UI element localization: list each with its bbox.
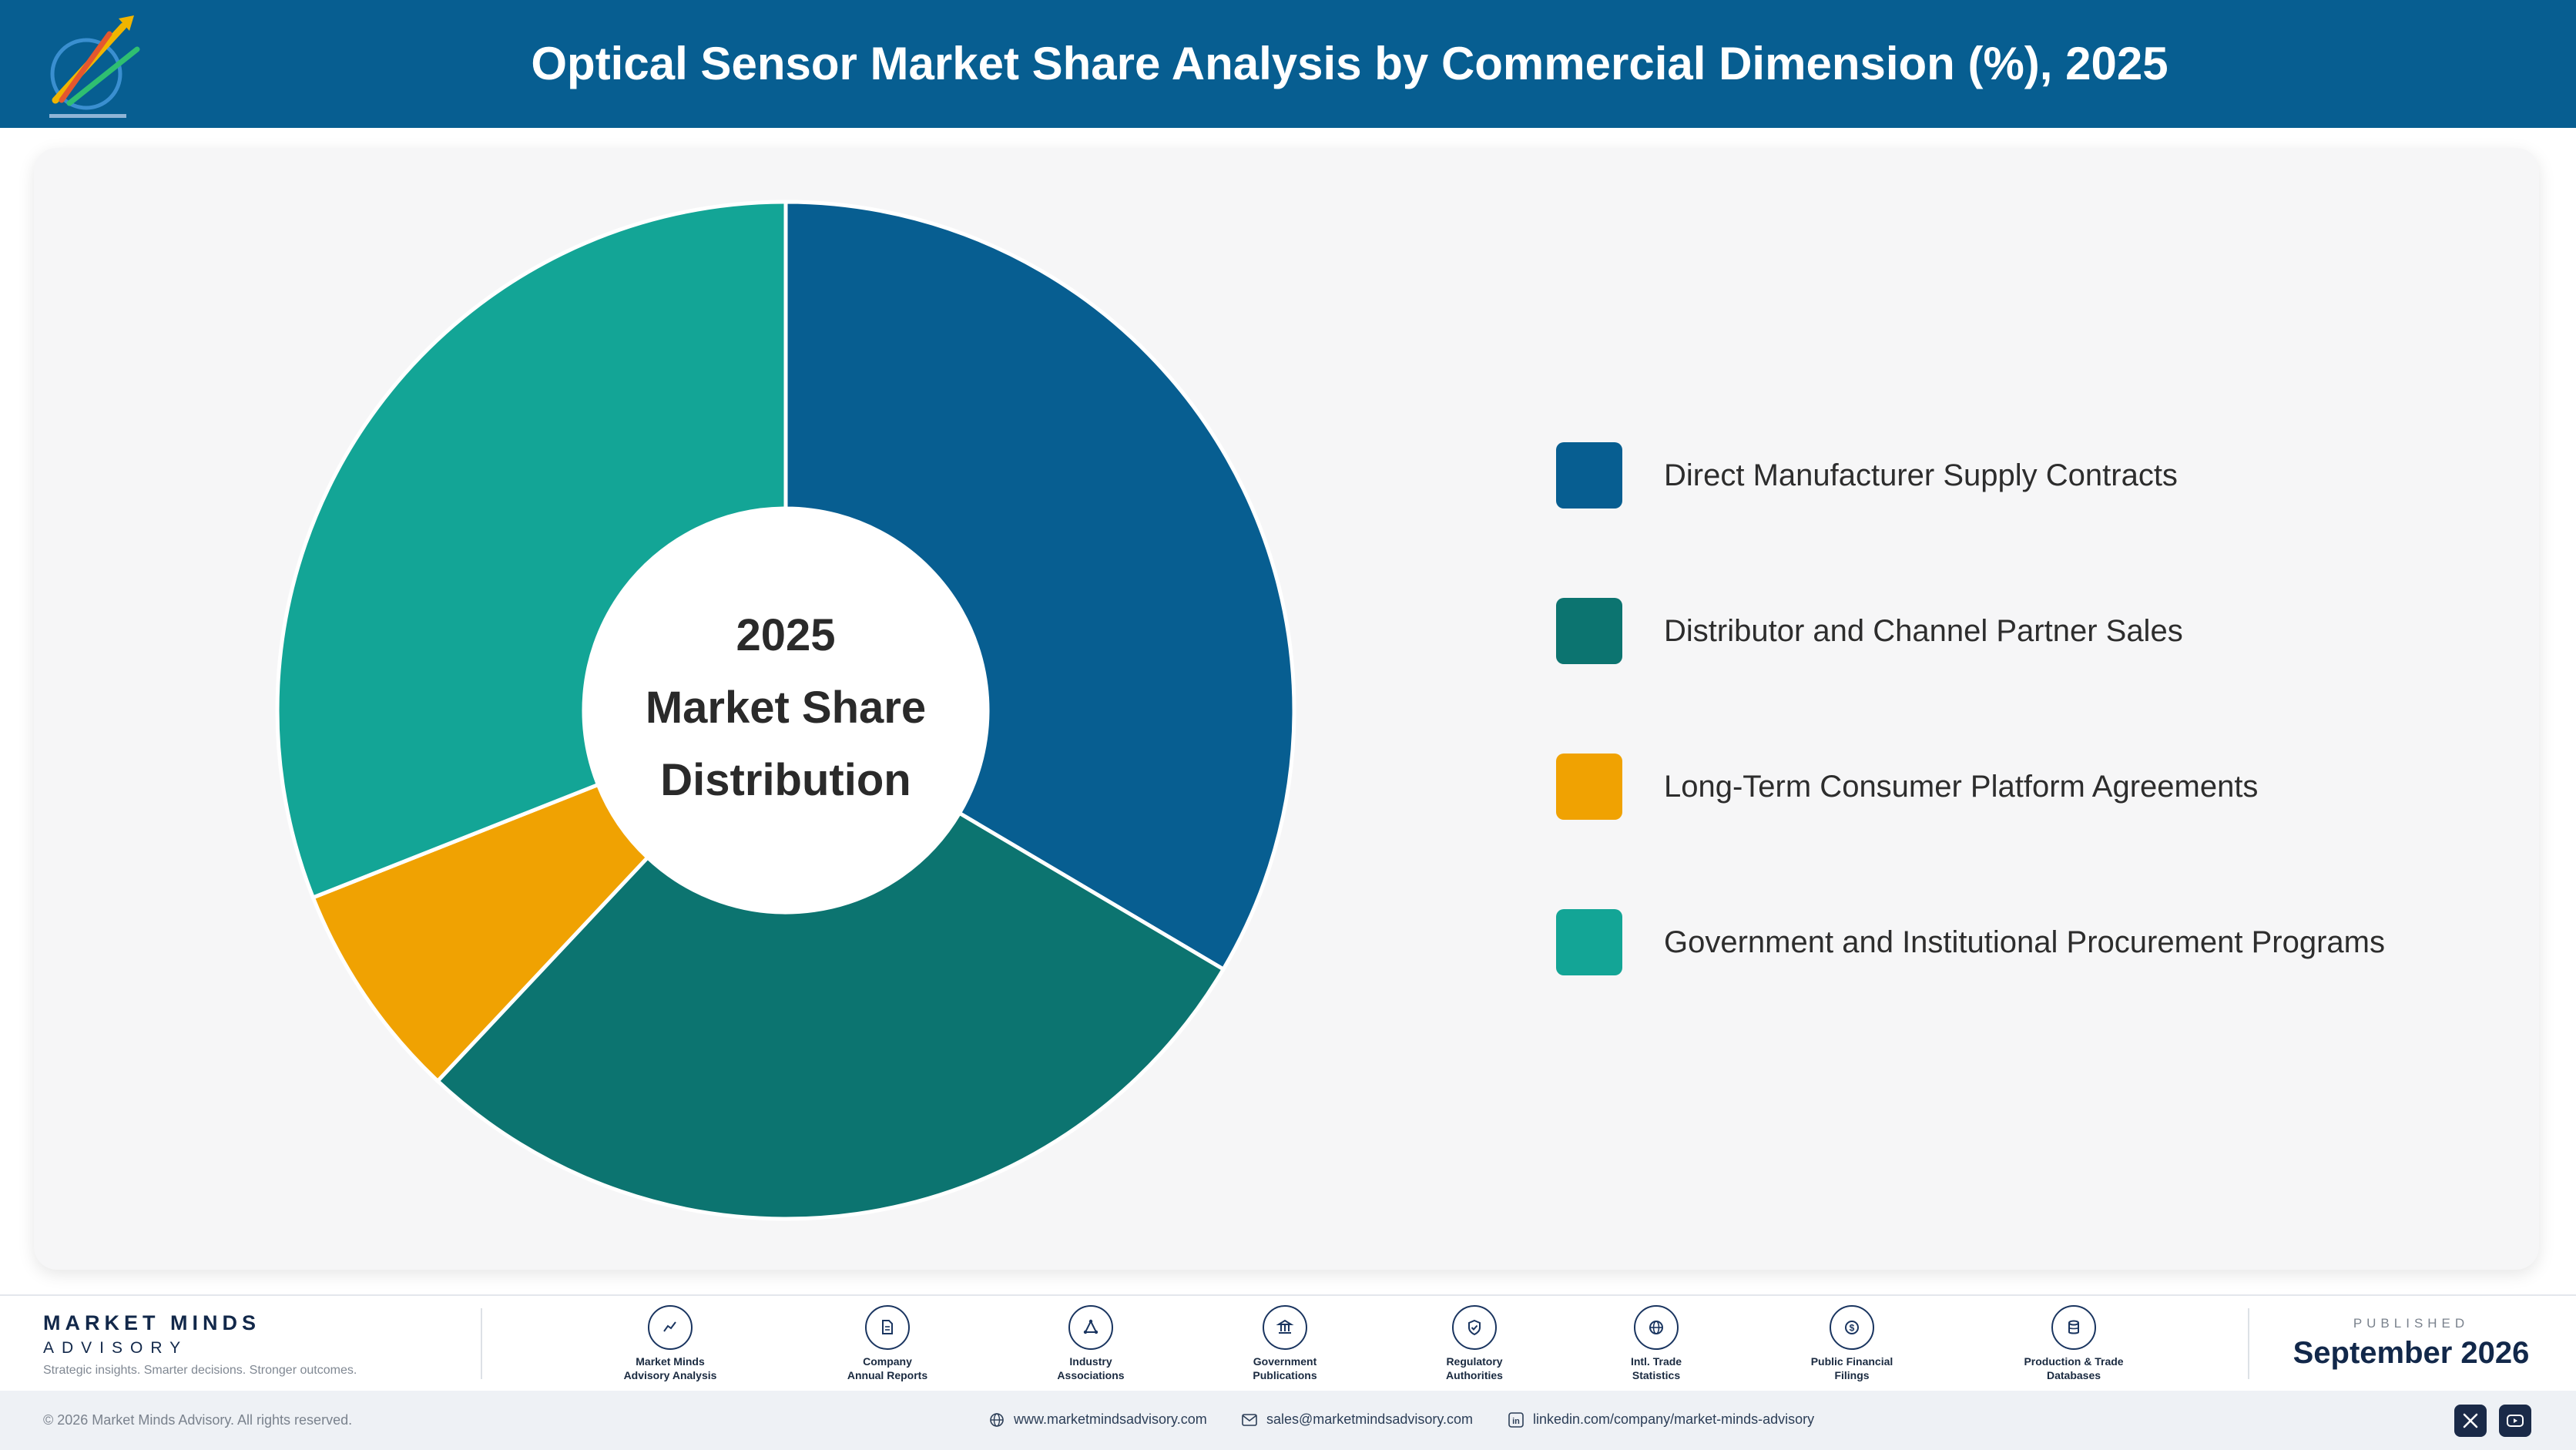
source-label: Production & Trade Databases — [2024, 1355, 2124, 1381]
brand-subtitle: ADVISORY — [43, 1339, 189, 1357]
source-label: Government Publications — [1253, 1355, 1317, 1381]
chart-legend: Direct Manufacturer Supply Contracts Dist… — [1556, 442, 2385, 1065]
copyright: © 2026 Market Minds Advisory. All rights… — [43, 1412, 353, 1428]
legend-label: Long-Term Consumer Platform Agreements — [1664, 769, 2259, 804]
center-label: Market Share — [646, 683, 926, 733]
source-label: Company Annual Reports — [847, 1355, 928, 1381]
center-label: Distribution — [660, 755, 911, 805]
mail-icon — [1242, 1413, 1257, 1426]
legend-item: Direct Manufacturer Supply Contracts — [1556, 442, 2385, 509]
globe-icon — [1649, 1321, 1663, 1334]
header-bar: Optical Sensor Market Share Analysis by … — [0, 0, 2576, 128]
legend-swatch — [1556, 909, 1622, 975]
source-item: $ Public Financial Filings — [1767, 1305, 1937, 1382]
website-text: www.marketmindsadvisory.com — [1014, 1411, 1207, 1427]
source-item: Production & Trade Databases — [1989, 1305, 2158, 1382]
legend-item: Government and Institutional Procurement… — [1556, 909, 2385, 975]
email-link[interactable]: sales@marketmindsadvisory.com — [1242, 1411, 1473, 1428]
brand-logo-icon — [49, 15, 140, 118]
linkedin-icon: in — [1508, 1411, 1524, 1428]
network-icon — [1083, 1319, 1098, 1334]
email-text: sales@marketmindsadvisory.com — [1266, 1411, 1474, 1427]
linkedin-text: linkedin.com/company/market-minds-adviso… — [1533, 1411, 1815, 1427]
website-link[interactable]: www.marketmindsadvisory.com — [989, 1411, 1207, 1428]
dollar-coin-icon: $ — [1845, 1321, 1859, 1334]
donut-center — [584, 509, 988, 912]
center-label: 2025 — [736, 610, 835, 660]
source-item: Government Publications — [1200, 1305, 1370, 1382]
x-social-button[interactable] — [2454, 1405, 2487, 1437]
svg-text:in: in — [1512, 1417, 1520, 1426]
svg-text:$: $ — [1850, 1323, 1855, 1334]
legend-swatch — [1556, 598, 1622, 664]
source-label: Public Financial Filings — [1810, 1355, 1893, 1381]
bottom-bar: © 2026 Market Minds Advisory. All rights… — [0, 1391, 2576, 1450]
source-item: Company Annual Reports — [803, 1305, 972, 1382]
linkedin-link[interactable]: in linkedin.com/company/market-minds-adv… — [1508, 1411, 1814, 1428]
brand-tagline: Strategic insights. Smarter decisions. S… — [43, 1364, 357, 1377]
shield-check-icon — [1468, 1319, 1481, 1336]
document-icon — [882, 1320, 893, 1334]
source-item: Industry Associations — [1006, 1305, 1176, 1382]
page-title: Optical Sensor Market Share Analysis by … — [531, 38, 2168, 89]
source-item: Intl. Trade Statistics — [1571, 1305, 1741, 1382]
globe-icon — [990, 1412, 1004, 1427]
source-label: Market Minds Advisory Analysis — [623, 1355, 717, 1381]
legend-item: Long-Term Consumer Platform Agreements — [1556, 754, 2385, 820]
x-logo-icon — [2463, 1413, 2478, 1428]
source-item: Market Minds Advisory Analysis — [585, 1305, 755, 1382]
brand-name: MARKET MINDS — [43, 1311, 260, 1334]
legend-label: Distributor and Channel Partner Sales — [1664, 613, 2183, 648]
source-label: Intl. Trade Statistics — [1630, 1355, 1682, 1381]
source-item: Regulatory Authorities — [1390, 1305, 1559, 1382]
database-icon — [2068, 1320, 2079, 1334]
footer-divider — [2248, 1308, 2249, 1379]
footer-divider — [481, 1308, 482, 1379]
legend-label: Direct Manufacturer Supply Contracts — [1664, 458, 2178, 492]
youtube-icon — [2507, 1415, 2524, 1427]
published-date: September 2026 — [2293, 1336, 2530, 1370]
source-label: Regulatory Authorities — [1446, 1355, 1503, 1381]
legend-swatch — [1556, 754, 1622, 820]
legend-item: Distributor and Channel Partner Sales — [1556, 598, 2385, 664]
published-label: PUBLISHED — [2353, 1316, 2470, 1331]
government-building-icon — [1276, 1319, 1294, 1334]
donut-chart: 2025 Market Share Distribution — [275, 200, 1296, 1221]
legend-label: Government and Institutional Procurement… — [1664, 925, 2385, 959]
youtube-social-button[interactable] — [2499, 1405, 2531, 1437]
source-label: Industry Associations — [1057, 1355, 1125, 1381]
legend-swatch — [1556, 442, 1622, 509]
footer: MARKET MINDS ADVISORY Strategic insights… — [0, 1294, 2576, 1391]
chart-line-icon — [663, 1321, 676, 1332]
